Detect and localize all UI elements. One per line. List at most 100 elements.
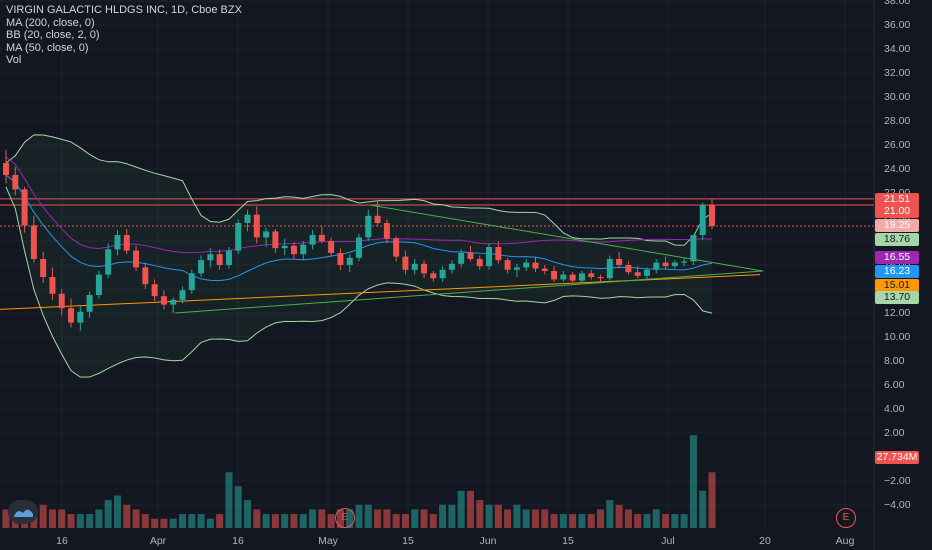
time-axis-tick: Jul	[661, 535, 675, 547]
volume-bar	[327, 514, 335, 528]
volume-bar	[58, 509, 66, 528]
candle-body	[486, 247, 493, 267]
volume-bar	[448, 504, 456, 528]
candle-body	[188, 273, 195, 291]
candle-body	[198, 260, 205, 274]
price-axis-tick: 38.00	[884, 0, 911, 7]
legend-bb20: BB (20, close, 2, 0)	[6, 29, 100, 41]
volume-bar	[541, 509, 549, 528]
volume-bar	[532, 509, 539, 528]
candle-body	[225, 250, 232, 265]
price-tag: 16.23	[875, 265, 919, 278]
volume-bar	[253, 509, 261, 528]
candle-body	[551, 271, 558, 280]
volume-bar	[559, 514, 567, 528]
earnings-marker-icon-upcoming[interactable]: E	[836, 508, 856, 528]
volume-bar	[169, 518, 177, 528]
candle-body	[12, 175, 19, 190]
candle-body	[523, 262, 530, 268]
candle-body	[123, 235, 130, 251]
volume-bar	[662, 514, 670, 528]
candle-body	[439, 269, 446, 279]
candle-body	[346, 257, 353, 265]
volume-bar	[225, 472, 233, 528]
volume-bar	[513, 504, 521, 528]
candle-body	[541, 268, 548, 271]
volume-bar	[476, 500, 484, 528]
time-axis-tick: 16	[56, 535, 68, 547]
candle-body	[328, 241, 335, 253]
volume-bar	[689, 435, 697, 528]
candle-body	[383, 223, 390, 239]
candle-body	[49, 277, 56, 294]
price-tag: 27.734M	[875, 451, 919, 464]
volume-bar	[290, 514, 298, 528]
candle-body	[616, 259, 623, 265]
candle-body	[699, 205, 706, 235]
candle-body	[458, 253, 465, 264]
tradingview-logo-icon[interactable]	[8, 500, 38, 524]
price-axis-tick: 30.00	[884, 91, 911, 103]
volume-bar	[466, 490, 474, 528]
candle-body	[467, 253, 474, 259]
trendline-lower	[174, 270, 764, 314]
candle-body	[216, 254, 223, 265]
candle-body	[634, 272, 641, 276]
volume-bar	[262, 514, 270, 528]
candle-body	[86, 295, 93, 312]
chart-title: VIRGIN GALACTIC HLDGS INC, 1D, Cboe BZX	[6, 4, 242, 16]
candle-body	[300, 244, 307, 255]
candle-body	[504, 260, 511, 270]
volume-bar	[569, 514, 577, 528]
price-tag: 15.01	[875, 279, 919, 292]
candle-body	[411, 263, 418, 270]
price-axis-tick: 2.00	[884, 427, 905, 439]
price-axis-tick: 34.00	[884, 43, 911, 55]
volume-bar	[597, 509, 605, 528]
candle-body	[290, 245, 297, 255]
volume-bar	[309, 509, 317, 528]
volume-bar	[206, 518, 214, 528]
volume-bar	[587, 514, 595, 528]
volume-bar	[113, 495, 121, 528]
legend-ma200: MA (200, close, 0)	[6, 16, 95, 29]
volume-bar	[355, 504, 363, 528]
price-axis-tick: −4.00	[884, 499, 911, 511]
candle-body	[77, 311, 84, 323]
volume-bar	[104, 500, 112, 528]
volume-bar	[652, 509, 660, 528]
price-axis-tick: 10.00	[884, 331, 911, 343]
candle-body	[253, 214, 260, 238]
volume-bar	[420, 509, 428, 528]
legend-ma50: MA (50, close, 0)	[6, 41, 89, 54]
volume-bar	[132, 509, 140, 528]
price-tag: 21.51	[875, 193, 919, 206]
trendline-upper	[369, 204, 764, 272]
candle-body	[709, 205, 715, 226]
candle-body	[513, 267, 520, 270]
candle-body	[560, 274, 567, 280]
price-axis-tick: 24.00	[884, 163, 911, 175]
candle-body	[569, 274, 576, 281]
volume-bar	[123, 504, 131, 528]
candle-body	[151, 284, 158, 297]
price-axis-tick: 32.00	[884, 67, 911, 79]
candle-body	[235, 223, 242, 251]
time-axis-tick: 20	[759, 535, 771, 547]
candle-body	[318, 235, 325, 241]
candle-body	[105, 249, 112, 275]
volume-bar	[234, 486, 242, 528]
time-axis-tick: 16	[232, 535, 244, 547]
candle-body	[30, 225, 37, 259]
volume-bar	[160, 518, 168, 528]
earnings-marker-icon[interactable]: E	[335, 508, 355, 528]
bollinger-upper	[5, 134, 713, 246]
candle-body	[476, 259, 483, 267]
candle-body	[495, 247, 502, 261]
volume-bar	[680, 514, 688, 528]
candle-body	[690, 235, 697, 262]
candle-body	[207, 254, 214, 261]
volume-bar	[708, 472, 716, 528]
